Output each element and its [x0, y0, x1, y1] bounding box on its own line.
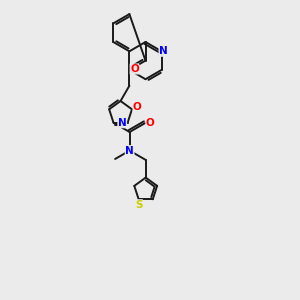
Text: N: N — [118, 118, 127, 128]
Text: O: O — [133, 102, 142, 112]
Text: N: N — [159, 46, 168, 56]
Text: O: O — [130, 64, 139, 74]
Text: S: S — [135, 200, 142, 210]
Text: N: N — [125, 146, 134, 156]
Text: O: O — [146, 118, 155, 128]
